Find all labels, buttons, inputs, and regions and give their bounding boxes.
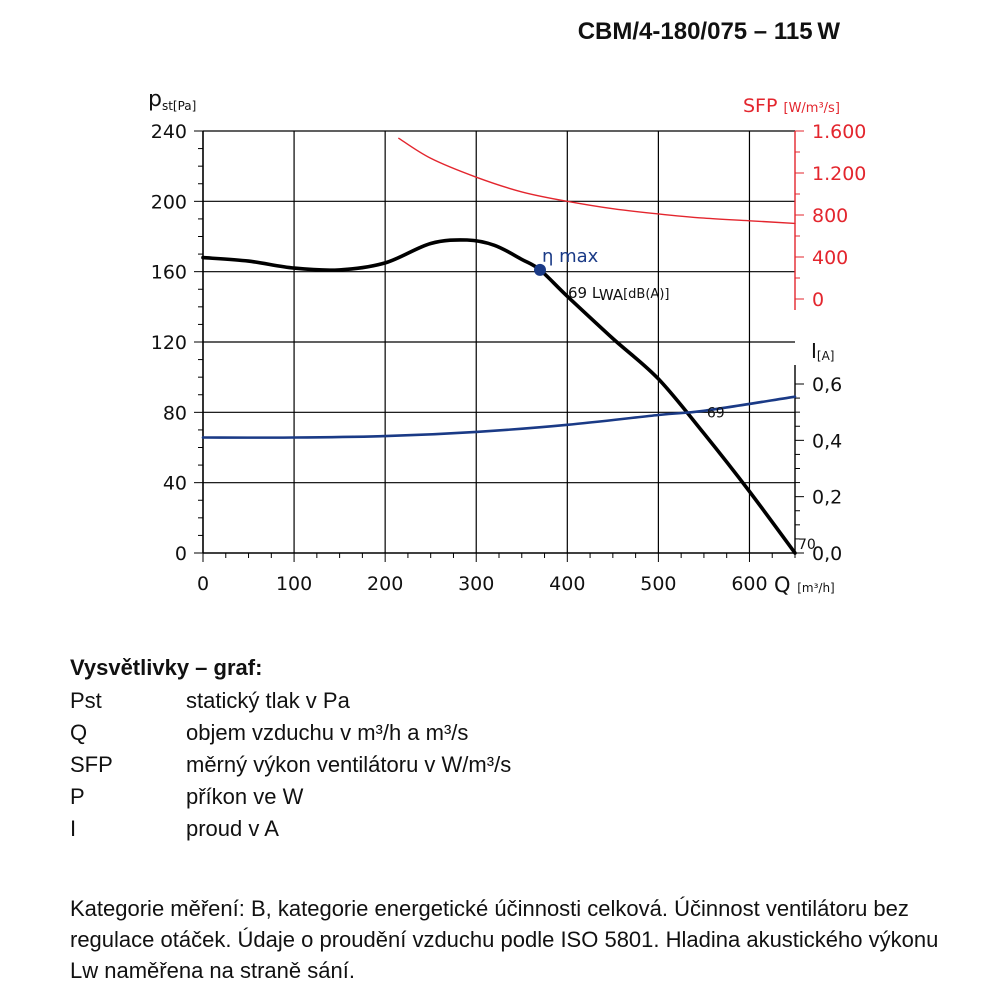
- current-tick-label: 0,6: [812, 374, 842, 396]
- y-axis-title: pst[Pa]: [148, 87, 196, 113]
- current-tick-label: 0,0: [812, 543, 842, 565]
- chart-title: CBM/4-180/075 – 115 W: [577, 18, 840, 45]
- sfp-curve: [398, 137, 796, 225]
- sound-power-label: 69 LWA[dB(A)]: [568, 284, 669, 304]
- y-tick-label: 200: [151, 191, 187, 213]
- measurement-note: Kategorie měření: B, kategorie energetic…: [70, 896, 939, 983]
- legend-desc: příkon ve W: [186, 784, 304, 809]
- sfp-axis-title: SFP [W/m³/s]: [743, 95, 840, 117]
- current-tick-label: 0,4: [812, 430, 842, 452]
- eta-max-marker: [533, 263, 546, 276]
- legend-desc: proud v A: [186, 816, 279, 841]
- legend-key: I: [70, 816, 77, 841]
- legend-desc: měrný výkon ventilátoru v W/m³/s: [186, 752, 512, 777]
- x-tick-label: 400: [549, 573, 585, 595]
- sfp-tick-label: 1.600: [812, 121, 866, 143]
- current-axis-title: I[A]: [811, 339, 834, 363]
- sfp-tick-label: 400: [812, 247, 848, 269]
- x-axis-title: Q [m³/h]: [774, 573, 835, 597]
- x-tick-label: 500: [640, 573, 676, 595]
- current-curve: [201, 395, 797, 439]
- legend-key: SFP: [70, 752, 113, 777]
- x-tick-label: 100: [276, 573, 312, 595]
- legend-row: Pst statický tlak v Pa: [70, 685, 950, 717]
- x-tick-label: 0: [197, 573, 209, 595]
- sfp-tick-label: 0: [812, 289, 824, 311]
- y-tick-label: 0: [175, 543, 187, 565]
- legend-title: Vysvětlivky – graf:: [70, 655, 263, 680]
- y-tick-label: 40: [163, 473, 187, 495]
- sfp-tick-label: 800: [812, 205, 848, 227]
- legend-desc: objem vzduchu v m³/h a m³/s: [186, 720, 469, 745]
- legend-key: Pst: [70, 688, 102, 713]
- sound-level-label: 69: [707, 405, 725, 421]
- pressure-curve: [201, 238, 797, 555]
- y-tick-label: 160: [151, 262, 187, 284]
- x-tick-label: 600: [731, 573, 767, 595]
- legend-row: P příkon ve W: [70, 781, 950, 813]
- eta-max-label: η max: [542, 246, 599, 267]
- x-tick-label: 200: [367, 573, 403, 595]
- y-tick-label: 240: [151, 121, 187, 143]
- x-tick-label: 300: [458, 573, 494, 595]
- legend-row: SFP měrný výkon ventilátoru v W/m³/s: [70, 749, 950, 781]
- legend-key: Q: [70, 720, 88, 745]
- legend-row: I proud v A: [70, 813, 950, 845]
- y-tick-label: 120: [151, 332, 187, 354]
- legend-row: Q objem vzduchu v m³/h a m³/s: [70, 717, 950, 749]
- sound-level-label: 70: [798, 537, 816, 553]
- current-tick-label: 0,2: [812, 487, 842, 509]
- sfp-tick-label: 1.200: [812, 163, 866, 185]
- legend-desc: statický tlak v Pa: [186, 688, 350, 713]
- legend-key: P: [70, 784, 85, 809]
- y-tick-label: 80: [163, 402, 187, 424]
- legend: Vysvětlivky – graf: Pst statický tlak v …: [70, 655, 950, 845]
- fan-performance-chart: 0 40 80 120 160 200 240 0 100 200 300 400 500 600 0 400…: [148, 87, 866, 597]
